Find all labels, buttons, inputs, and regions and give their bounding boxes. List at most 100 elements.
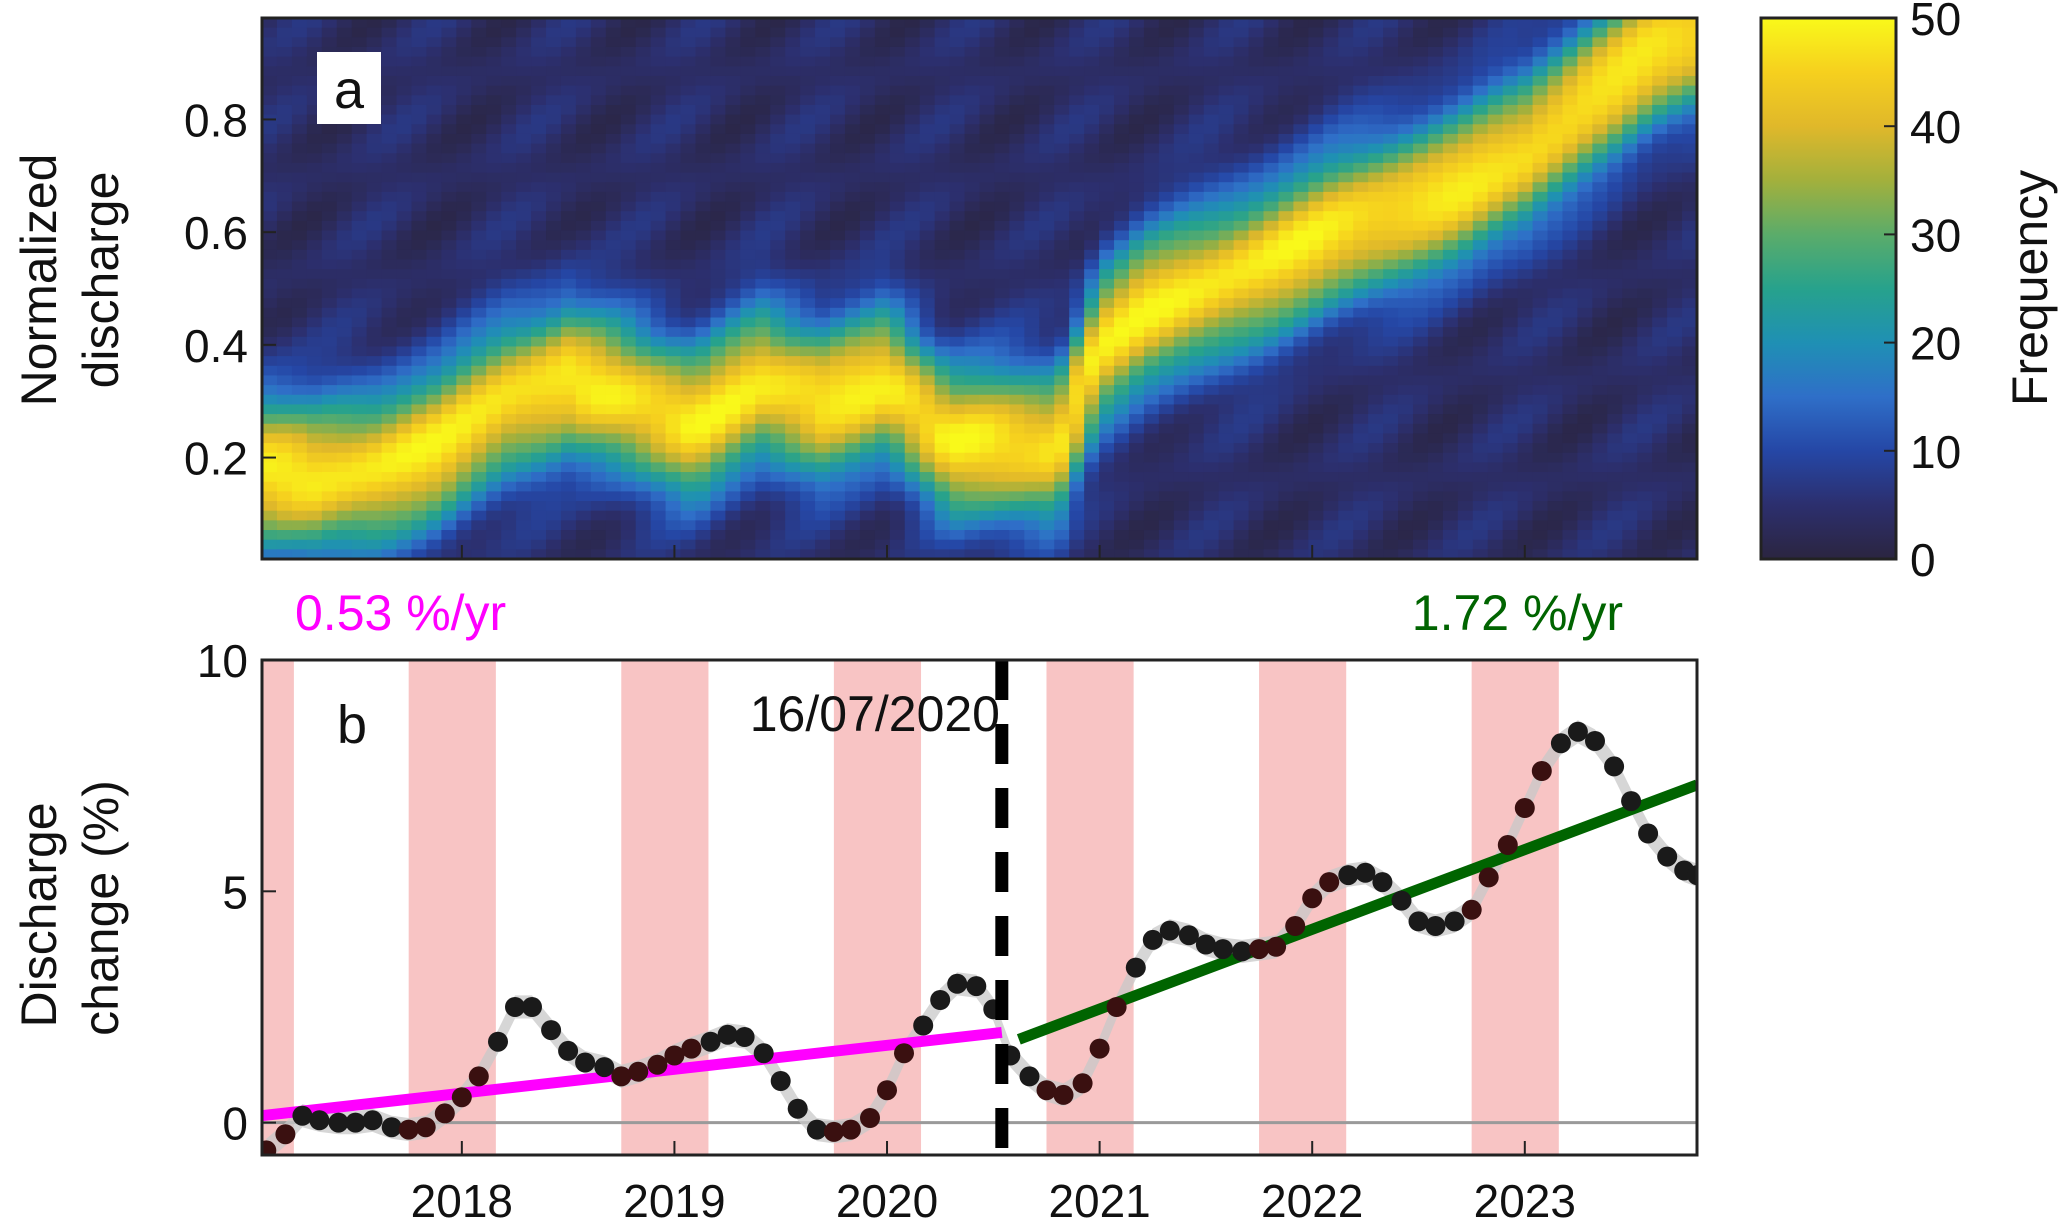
heatmap-cell (1457, 27, 1474, 39)
heatmap-cell (1353, 172, 1369, 184)
heatmap-cell (874, 404, 891, 415)
heatmap-cell (426, 249, 443, 261)
heatmap-cell (336, 549, 353, 559)
heatmap-cell (1069, 211, 1085, 222)
heatmap-cell (680, 201, 697, 213)
heatmap-cell (680, 18, 697, 29)
heatmap-cell (1233, 520, 1250, 531)
heatmap-cell (1517, 85, 1534, 97)
heatmap-cell (785, 201, 801, 213)
heatmap-cell (1173, 452, 1190, 464)
heatmap-cell (1084, 539, 1100, 551)
heatmap-cell (919, 307, 936, 319)
heatmap-cell (1412, 201, 1429, 213)
heatmap-cell (575, 452, 592, 464)
heatmap-cell (1517, 336, 1534, 348)
heatmap-cell (501, 240, 517, 251)
heatmap-cell (1502, 104, 1519, 116)
heatmap-cell (1532, 124, 1549, 135)
heatmap-cell (934, 423, 951, 435)
heatmap-cell (844, 37, 861, 48)
heatmap-cell (486, 501, 502, 512)
heatmap-cell (1173, 182, 1190, 193)
heatmap-cell (575, 211, 592, 222)
heatmap-cell (919, 85, 936, 97)
heatmap-cell (516, 491, 532, 502)
heatmap-cell (1084, 230, 1100, 241)
heatmap-cell (516, 443, 532, 454)
heatmap-cell (695, 288, 712, 299)
heatmap-cell (291, 191, 308, 203)
heatmap-cell (815, 510, 831, 522)
heatmap-cell (1024, 56, 1041, 68)
heatmap-cell (1517, 201, 1534, 213)
heatmap-cell (590, 162, 607, 174)
heatmap-cell (1442, 394, 1459, 406)
heatmap-cell (1487, 346, 1504, 357)
heatmap-cell (635, 66, 652, 77)
heatmap-cell (1308, 66, 1325, 77)
heatmap-cell (1562, 153, 1579, 164)
heatmap-cell (1547, 182, 1564, 193)
heatmap-cell (1547, 501, 1564, 512)
heatmap-cell (291, 278, 308, 290)
heatmap-cell (1173, 298, 1190, 309)
heatmap-cell (1054, 249, 1070, 261)
heatmap-cell (949, 491, 966, 502)
heatmap-cell (695, 56, 712, 68)
heatmap-cell (291, 394, 308, 406)
heatmap-cell (1263, 143, 1280, 155)
heatmap-cell (1278, 433, 1295, 444)
heatmap-cell (934, 481, 951, 493)
heatmap-cell (815, 104, 831, 116)
heatmap-cell (650, 66, 667, 77)
heatmap-cell (635, 27, 652, 39)
heatmap-cell (531, 220, 547, 232)
heatmap-cell (1353, 472, 1369, 483)
heatmap-cell (1263, 365, 1280, 377)
heatmap-cell (1233, 269, 1250, 280)
heatmap-cell (1084, 394, 1100, 406)
heatmap-cell (830, 385, 846, 396)
heatmap-cell (575, 153, 592, 164)
heatmap-cell (770, 433, 786, 444)
heatmap-cell (1173, 414, 1190, 425)
heatmap-cell (605, 143, 622, 155)
heatmap-cell (1577, 443, 1594, 454)
heatmap-cell (291, 549, 308, 559)
heatmap-cell (949, 443, 966, 454)
heatmap-cell (1248, 172, 1265, 184)
heatmap-cell (1293, 191, 1310, 203)
heatmap-cell (650, 394, 667, 406)
heatmap-cell (1338, 133, 1354, 145)
heatmap-cell (1173, 278, 1190, 290)
heatmap-cell (830, 491, 846, 502)
heatmap-cell (1517, 375, 1534, 386)
heatmap-cell (1203, 307, 1220, 319)
heatmap-cell (994, 85, 1011, 97)
heatmap-cell (1472, 259, 1489, 270)
heatmap-cell (366, 433, 383, 444)
heatmap-cell (1158, 162, 1175, 174)
heatmap-cell (560, 211, 577, 222)
heatmap-cell (710, 249, 727, 261)
heatmap-cell (830, 153, 846, 164)
heatmap-cell (306, 259, 323, 270)
heatmap-cell (844, 211, 861, 222)
heatmap-cell (262, 481, 278, 493)
heatmap-cell (1009, 259, 1026, 270)
heatmap-cell (904, 317, 921, 328)
heatmap-cell (1024, 501, 1041, 512)
heatmap-cell (1263, 530, 1280, 541)
heatmap-cell (501, 501, 517, 512)
heatmap-cell (635, 191, 652, 203)
heatmap-cell (844, 394, 861, 406)
heatmap-cell (1218, 95, 1235, 106)
heatmap-cell (1009, 510, 1026, 522)
heatmap-cell (1054, 27, 1070, 39)
heatmap-cell (1502, 394, 1519, 406)
heatmap-cell (1532, 153, 1549, 164)
heatmap-cell (844, 191, 861, 203)
heatmap-cell (1472, 182, 1489, 193)
heatmap-cell (740, 211, 757, 222)
